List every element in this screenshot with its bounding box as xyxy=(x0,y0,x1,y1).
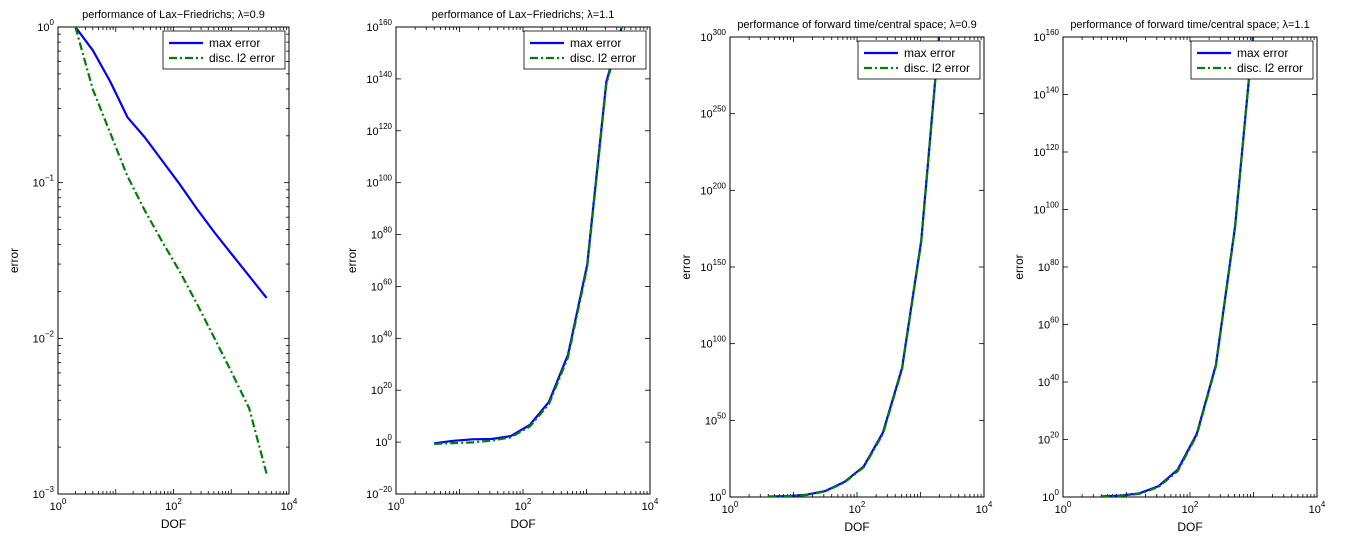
y-axis-label: error xyxy=(7,248,21,273)
y-tick-label: 10150 xyxy=(700,258,726,274)
y-tick-label: 1060 xyxy=(371,277,393,293)
y-tick-label: 10100 xyxy=(1033,201,1059,217)
y-tick-label: 10−1 xyxy=(33,174,55,190)
series-l2-error-line xyxy=(74,27,268,475)
y-tick-label: 10200 xyxy=(700,181,726,197)
legend-label: disc. l2 error xyxy=(570,51,636,65)
chart-title: performance of Lax−Friedrichs; λ=1.1 xyxy=(432,9,615,21)
y-tick-label: 10−20 xyxy=(366,485,392,501)
x-tick-label: 104 xyxy=(642,497,659,513)
y-tick-label: 10250 xyxy=(700,105,726,121)
y-tick-label: 1040 xyxy=(1038,373,1060,389)
x-tick-label: 102 xyxy=(515,497,532,513)
x-axis-label: DOF xyxy=(1177,520,1202,534)
y-tick-label: 10100 xyxy=(700,335,726,351)
legend-label: max error xyxy=(1237,46,1288,60)
y-tick-label: 10−3 xyxy=(33,485,55,501)
y-tick-label: 100 xyxy=(375,433,392,449)
series-max-error-line xyxy=(74,27,268,299)
legend-box xyxy=(162,30,286,70)
y-tick-label: 10140 xyxy=(1033,86,1059,102)
x-axis-label: DOF xyxy=(161,517,186,531)
x-tick-label: 100 xyxy=(50,497,67,513)
y-tick-label: 10120 xyxy=(366,122,392,138)
chart-panel-3: 100 102 104 100 1050 10100 10150 10200 10250 1030… xyxy=(679,19,993,534)
chart-title: performance of forward time/central spac… xyxy=(737,19,976,31)
x-tick-label: 102 xyxy=(849,500,866,516)
y-axis-label: error xyxy=(679,254,693,279)
x-tick-label: 100 xyxy=(388,497,405,513)
legend-label: disc. l2 error xyxy=(1237,61,1303,75)
y-tick-label: 100 xyxy=(1042,488,1059,504)
y-axis-label: error xyxy=(1012,254,1026,279)
x-tick-label: 102 xyxy=(1182,500,1199,516)
y-tick-label: 10100 xyxy=(366,174,392,190)
y-tick-label: 1020 xyxy=(371,381,393,397)
y-tick-label: 1080 xyxy=(1038,258,1060,274)
x-axis-label: DOF xyxy=(844,520,869,534)
y-tick-label: 1060 xyxy=(1038,316,1060,332)
plot-area xyxy=(395,26,651,495)
series-l2-error-line xyxy=(434,27,624,445)
legend-label: max error xyxy=(570,36,621,50)
y-tick-label: 100 xyxy=(37,18,54,34)
x-tick-label: 104 xyxy=(976,500,993,516)
y-tick-label: 10−2 xyxy=(33,329,55,345)
x-tick-label: 104 xyxy=(281,497,298,513)
y-tick-label: 1040 xyxy=(371,329,393,345)
y-tick-label: 1050 xyxy=(705,411,727,427)
legend-label: disc. l2 error xyxy=(209,51,275,65)
plot-area xyxy=(1062,36,1318,498)
chart-title: performance of Lax−Friedrichs; λ=0.9 xyxy=(82,9,265,21)
y-tick-label: 10300 xyxy=(700,28,726,44)
legend-label: disc. l2 error xyxy=(904,61,970,75)
y-axis-label: error xyxy=(345,248,359,273)
plot-area xyxy=(729,36,985,498)
y-tick-label: 1020 xyxy=(1038,431,1060,447)
y-tick-label: 10160 xyxy=(366,18,392,34)
chart-panel-2: 100 102 10410−2010010201040106010801010010… xyxy=(345,9,659,531)
x-tick-label: 100 xyxy=(722,500,739,516)
y-tick-label: 100 xyxy=(709,488,726,504)
series-l2-error-line xyxy=(1101,37,1254,497)
x-axis-label: DOF xyxy=(510,517,535,531)
x-tick-label: 100 xyxy=(1055,500,1072,516)
x-tick-label: 102 xyxy=(165,497,182,513)
chart-panel-4: 100 102 104 100 1020 1040 1060 1080 10100 10120 10… xyxy=(1012,19,1326,534)
chart-title: performance of forward time/central spac… xyxy=(1070,19,1309,31)
y-tick-label: 10160 xyxy=(1033,28,1059,44)
y-tick-label: 10140 xyxy=(366,70,392,86)
legend-box xyxy=(523,30,647,70)
legend-label: max error xyxy=(904,46,955,60)
x-tick-label: 104 xyxy=(1309,500,1326,516)
legend-label: max error xyxy=(209,36,260,50)
legend-box xyxy=(857,40,981,80)
y-tick-label: 1080 xyxy=(371,226,393,242)
series-l2-error-line xyxy=(768,37,941,497)
legend-box xyxy=(1190,40,1314,80)
y-tick-label: 10120 xyxy=(1033,143,1059,159)
